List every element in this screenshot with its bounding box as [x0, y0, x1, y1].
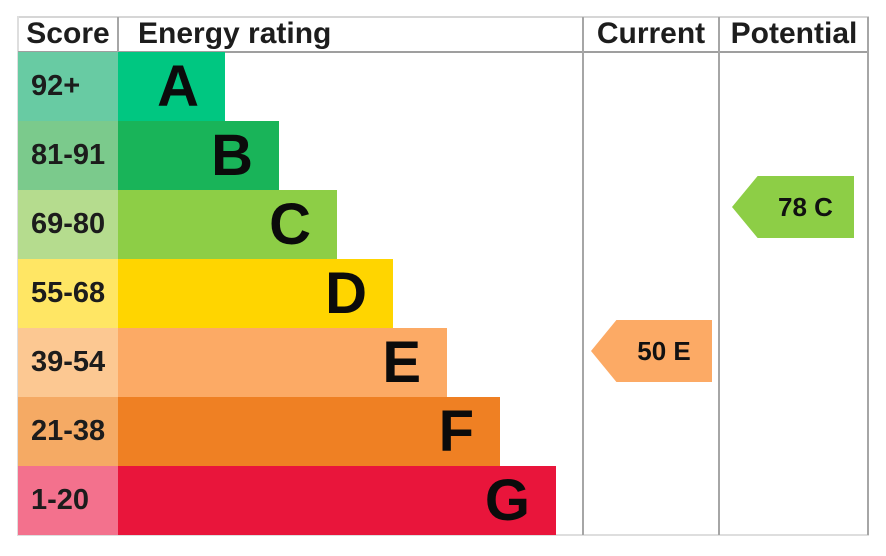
current-rating-arrow: 50 E — [591, 320, 712, 382]
current-column-header: Current — [596, 17, 706, 50]
band-bar-a: A — [118, 52, 225, 121]
band-row-e: 39-54 E — [18, 328, 869, 397]
band-row-a: 92+ A — [18, 52, 869, 121]
band-bar-b: B — [118, 121, 279, 190]
potential-rating-arrow: 78 C — [732, 176, 854, 238]
rating-bands: 92+ A 81-91 B 69-80 C 55-68 D 39-54 E 21… — [18, 52, 869, 535]
band-row-c: 69-80 C — [18, 190, 869, 259]
band-row-f: 21-38 F — [18, 397, 869, 466]
header-underline — [18, 51, 869, 53]
band-bar-e: E — [118, 328, 447, 397]
score-range-g: 1-20 — [18, 466, 118, 535]
potential-column-header: Potential — [730, 17, 858, 50]
score-range-f: 21-38 — [18, 397, 118, 466]
band-bar-f: F — [118, 397, 500, 466]
current-rating-label: 50 E — [637, 335, 691, 366]
table-right-border — [867, 17, 869, 535]
score-range-b: 81-91 — [18, 121, 118, 190]
current-column-divider — [582, 17, 584, 535]
score-range-e: 39-54 — [18, 328, 118, 397]
potential-rating-label: 78 C — [778, 191, 833, 222]
score-column-header: Score — [26, 17, 110, 50]
table-bottom-border — [18, 534, 869, 536]
score-range-a: 92+ — [18, 52, 118, 121]
band-bar-c: C — [118, 190, 337, 259]
energy-rating-column-header: Energy rating — [138, 17, 332, 50]
score-range-c: 69-80 — [18, 190, 118, 259]
band-bar-d: D — [118, 259, 393, 328]
band-row-b: 81-91 B — [18, 121, 869, 190]
potential-column-divider — [718, 17, 720, 535]
band-row-d: 55-68 D — [18, 259, 869, 328]
table-top-border — [18, 16, 869, 18]
band-row-g: 1-20 G — [18, 466, 869, 535]
score-column-divider — [117, 17, 119, 52]
score-range-d: 55-68 — [18, 259, 118, 328]
band-bar-g: G — [118, 466, 556, 535]
